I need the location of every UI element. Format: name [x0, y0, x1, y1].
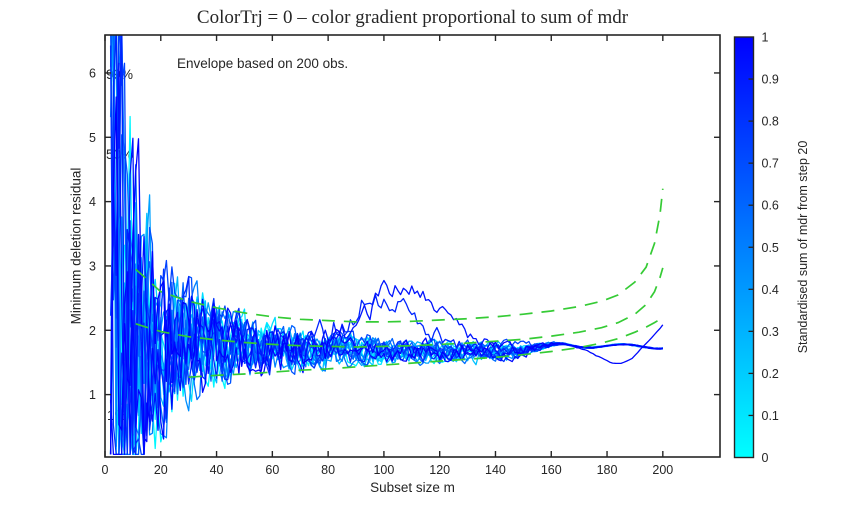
- envelope-curve-99%: [135, 188, 664, 323]
- trajectories: [109, 35, 664, 456]
- trajectory-line: [112, 35, 663, 456]
- colorbar-tick-label: 0.4: [762, 283, 779, 297]
- x-tick-label: 160: [541, 463, 562, 477]
- trajectory-line: [109, 35, 663, 456]
- x-tick-label: 60: [265, 463, 279, 477]
- trajectory-line: [109, 62, 663, 456]
- x-tick-label: 80: [321, 463, 335, 477]
- colorbar-tick-label: 0.7: [762, 157, 779, 171]
- x-axis-label: Subset size m: [370, 480, 455, 495]
- x-tick-label: 200: [652, 463, 673, 477]
- y-tick-label: 2: [89, 324, 96, 338]
- x-tick-label: 100: [373, 463, 394, 477]
- y-tick-label: 1: [89, 388, 96, 402]
- y-tick-label: 6: [89, 66, 96, 80]
- colorbar-label: Standardised sum of mdr from step 20: [796, 140, 810, 354]
- colorbar-tick-label: 0.3: [762, 325, 779, 339]
- trajectory-line: [109, 35, 663, 456]
- colorbar-tick-label: 0.2: [762, 367, 779, 381]
- envelope-curve-1%: [188, 316, 664, 379]
- y-tick-label: 3: [89, 259, 96, 273]
- trajectory-line: [109, 58, 663, 456]
- trajectory-line: [109, 35, 663, 456]
- trajectory-line: [109, 96, 663, 455]
- y-tick-label: 5: [89, 131, 96, 145]
- trajectory-line: [111, 35, 663, 456]
- x-tick-label: 0: [102, 463, 109, 477]
- trajectory-line: [109, 35, 663, 456]
- envelopes: [135, 188, 664, 379]
- x-tick-label: 40: [210, 463, 224, 477]
- y-tick-label: 4: [89, 195, 96, 209]
- colorbar-tick-label: 0.6: [762, 199, 779, 213]
- trajectory-line: [109, 35, 663, 456]
- x-tick-label: 180: [597, 463, 618, 477]
- colorbar-tick-label: 0.9: [762, 73, 779, 87]
- trajectory-line: [109, 35, 663, 456]
- x-tick-label: 20: [154, 463, 168, 477]
- y-axis-label: Minimum deletion residual: [68, 167, 84, 325]
- colorbar-tick-label: 0: [762, 451, 769, 465]
- plot-title: ColorTrj = 0 – color gradient proportion…: [196, 7, 629, 28]
- x-tick-label: 140: [485, 463, 506, 477]
- envelope-annotation: Envelope based on 200 obs.: [177, 56, 349, 71]
- trajectory-line: [113, 35, 663, 456]
- envelope-curve-50%: [135, 267, 664, 348]
- colorbar-tick-label: 0.8: [762, 115, 779, 129]
- colorbar-tick-label: 0.5: [762, 241, 779, 255]
- x-tick-label: 120: [429, 463, 450, 477]
- colorbar-tick-label: 0.1: [762, 409, 779, 423]
- axes-box: [104, 34, 721, 458]
- trajectory-line: [109, 91, 663, 456]
- trajectory-line: [110, 35, 663, 456]
- trajectory-line: [109, 45, 663, 456]
- colorbar-tick-label: 1: [762, 31, 769, 45]
